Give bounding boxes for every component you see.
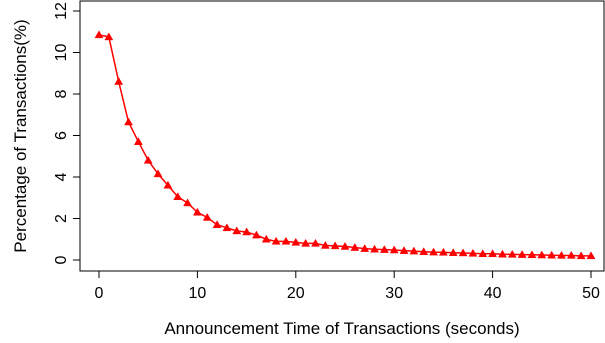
y-axis: 0 2 4 6 8 10 12 <box>53 2 80 264</box>
data-point <box>586 251 596 260</box>
data-point <box>94 30 104 39</box>
x-tick-label: 10 <box>189 285 207 302</box>
x-tick-label: 50 <box>582 285 600 302</box>
data-point <box>576 251 586 260</box>
data-point <box>350 243 360 251</box>
data-point <box>429 247 438 256</box>
data-point <box>202 212 212 221</box>
data-point <box>379 245 389 253</box>
x-tick-label: 0 <box>95 285 104 302</box>
data-point <box>281 236 291 245</box>
y-tick-label: 4 <box>53 172 70 181</box>
data-point <box>114 77 124 85</box>
x-tick-label: 20 <box>287 285 305 302</box>
series-line <box>98 34 591 257</box>
data-point <box>124 117 133 126</box>
data-point <box>153 169 163 178</box>
data-point <box>557 250 566 259</box>
x-tick-label: 40 <box>484 285 502 302</box>
y-tick-label: 2 <box>53 214 70 223</box>
x-tick-label: 30 <box>385 285 403 302</box>
x-axis-title: Announcement Time of Transactions (secon… <box>164 319 519 338</box>
data-point <box>261 234 271 243</box>
data-point <box>301 238 311 247</box>
data-point <box>448 248 458 256</box>
series-layer <box>94 30 596 260</box>
plot-box <box>79 0 605 272</box>
data-point <box>547 250 557 259</box>
data-point <box>488 249 498 258</box>
data-point <box>143 155 153 164</box>
data-point <box>498 249 507 258</box>
data-point <box>370 244 379 253</box>
data-point <box>271 236 281 245</box>
data-point <box>468 248 478 257</box>
data-point <box>478 249 488 258</box>
data-point <box>566 250 576 259</box>
data-point <box>537 250 547 259</box>
data-point <box>360 244 370 252</box>
data-point <box>242 227 252 236</box>
data-point <box>458 248 468 257</box>
data-point <box>389 245 399 254</box>
data-point <box>320 240 330 249</box>
data-point <box>212 220 222 228</box>
x-axis: 0 10 20 30 40 50 <box>95 271 600 302</box>
y-tick-label: 0 <box>53 255 70 264</box>
data-point <box>291 237 301 246</box>
data-point <box>330 241 340 250</box>
data-point <box>232 226 242 235</box>
data-point <box>527 250 537 259</box>
data-point <box>438 247 448 256</box>
data-point <box>192 207 202 216</box>
data-point <box>163 180 173 189</box>
y-tick-label: 8 <box>53 89 70 98</box>
data-point <box>340 242 350 250</box>
data-point <box>517 250 527 258</box>
data-point <box>173 192 183 200</box>
data-point <box>419 247 429 255</box>
data-point <box>133 137 143 145</box>
data-point <box>507 249 517 258</box>
data-point <box>183 198 192 207</box>
data-point <box>399 246 409 254</box>
data-point <box>222 223 232 232</box>
y-tick-label: 6 <box>53 131 70 140</box>
y-tick-label: 12 <box>53 2 70 20</box>
data-point <box>409 246 419 255</box>
y-tick-label: 10 <box>53 44 70 62</box>
data-point <box>104 32 114 41</box>
y-axis-title: Percentage of Transactions(%) <box>11 19 30 252</box>
data-point <box>252 230 261 239</box>
data-point <box>311 238 320 247</box>
